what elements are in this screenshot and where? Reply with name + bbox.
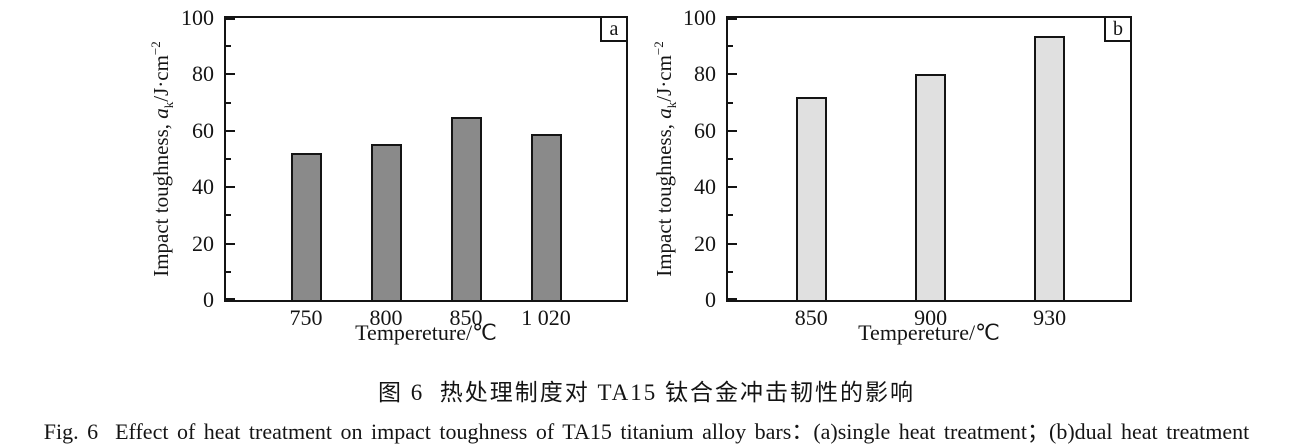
y-tick-label: 80 xyxy=(694,61,716,87)
bar-1020 xyxy=(530,133,562,300)
panel-label-box-a: a xyxy=(600,16,628,42)
caption-english: Fig. 6 Effect of heat treatment on impac… xyxy=(43,419,1250,444)
y-axis-label-unit: /J·cm xyxy=(148,55,173,102)
bar-800 xyxy=(370,143,402,300)
x-axis-label-b: Tempereture/℃ xyxy=(858,320,1000,345)
y-axis-label-subscript: k xyxy=(161,101,177,109)
plot-area-a: a 0 20 40 60 80 100 750 800 850 1 020 xyxy=(181,7,628,329)
y-major-tick xyxy=(728,298,737,300)
x-tick-label: 850 xyxy=(794,305,828,330)
y-axis-label-superscript: −2 xyxy=(650,41,666,56)
y-axis-label-variable: a xyxy=(148,108,173,119)
y-tick-label: 60 xyxy=(192,117,214,143)
y-minor-tick xyxy=(226,101,231,104)
y-tick-label: 100 xyxy=(181,5,214,30)
y-major-tick xyxy=(226,186,235,189)
x-tick-label: 800 xyxy=(369,305,403,330)
bar-750 xyxy=(290,153,322,300)
y-tick-label: 0 xyxy=(705,287,716,312)
y-tick-label: 0 xyxy=(203,287,214,312)
y-tick-label: 60 xyxy=(694,117,716,143)
y-tick-label: 40 xyxy=(192,174,214,200)
y-minor-tick xyxy=(226,270,231,273)
y-major-tick xyxy=(728,18,737,20)
y-tick-label: 20 xyxy=(192,230,214,256)
y-minor-tick xyxy=(226,45,231,48)
y-tick-label: 80 xyxy=(192,61,214,87)
y-minor-tick xyxy=(226,158,231,160)
y-major-tick xyxy=(728,73,737,76)
y-axis-label-b: Impact toughness, ak/J·cm−2 xyxy=(650,41,680,277)
y-minor-tick xyxy=(728,158,733,160)
panel-label-box-b: b xyxy=(1104,16,1132,42)
y-tick-label: 40 xyxy=(694,174,716,200)
bar-930 xyxy=(1034,36,1066,300)
y-major-tick xyxy=(226,242,235,245)
y-axis-label-unit: /J·cm xyxy=(651,55,676,102)
plot-area-b: b 0 20 40 60 80 100 850 900 930 xyxy=(683,7,1132,329)
y-tick-label: 20 xyxy=(694,230,716,256)
panel-label-b: b xyxy=(1113,18,1123,40)
y-axis-label-subscript: k xyxy=(664,101,680,109)
x-tick-label: 930 xyxy=(1033,305,1067,330)
y-minor-tick xyxy=(728,270,733,273)
y-axis-label-text: Impact toughness, xyxy=(651,118,676,277)
y-major-tick xyxy=(226,18,235,20)
bar-850 xyxy=(450,116,482,300)
y-axis-label-a: Impact toughness, ak/J·cm−2 xyxy=(147,41,177,277)
y-minor-tick xyxy=(728,214,733,217)
y-major-tick xyxy=(728,129,737,132)
x-tick-label: 900 xyxy=(914,305,948,330)
y-major-tick xyxy=(226,73,235,76)
y-major-tick xyxy=(226,298,235,300)
panel-label-a: a xyxy=(609,18,619,40)
y-axis-label-text: Impact toughness, xyxy=(148,118,173,277)
y-minor-tick xyxy=(226,214,231,217)
y-major-tick xyxy=(728,242,737,245)
caption-chinese: 图 6 热处理制度对 TA15 钛合金冲击韧性的影响 xyxy=(377,380,916,405)
bar-850 xyxy=(795,96,827,300)
x-tick-label: 750 xyxy=(289,305,323,330)
y-major-tick xyxy=(226,129,235,132)
y-tick-label: 100 xyxy=(683,5,716,30)
y-major-tick xyxy=(728,186,737,189)
x-axis-label-a: Tempereture/℃ xyxy=(355,320,497,345)
y-minor-tick xyxy=(728,45,733,48)
x-tick-label: 850 xyxy=(449,305,483,330)
y-axis-label-variable: a xyxy=(651,108,676,119)
x-tick-label: 1 020 xyxy=(521,305,571,330)
y-minor-tick xyxy=(728,101,733,104)
y-axis-label-superscript: −2 xyxy=(147,41,163,56)
bar-900 xyxy=(915,74,947,300)
